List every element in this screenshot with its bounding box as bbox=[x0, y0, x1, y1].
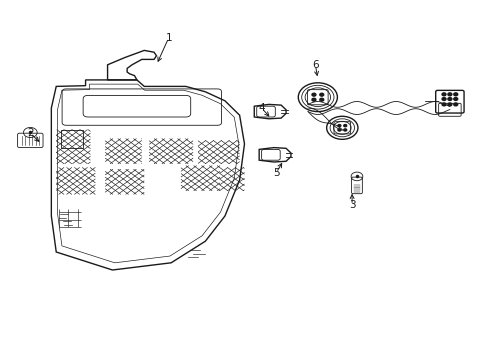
Circle shape bbox=[311, 93, 315, 96]
Text: 1: 1 bbox=[165, 33, 172, 43]
Circle shape bbox=[453, 103, 457, 106]
Text: 3: 3 bbox=[348, 200, 355, 210]
Circle shape bbox=[447, 98, 451, 100]
Circle shape bbox=[441, 103, 445, 106]
Circle shape bbox=[337, 125, 340, 127]
Circle shape bbox=[447, 93, 451, 96]
Circle shape bbox=[343, 125, 346, 127]
Circle shape bbox=[311, 98, 315, 101]
Circle shape bbox=[453, 98, 457, 100]
Circle shape bbox=[343, 129, 346, 131]
Text: 5: 5 bbox=[272, 168, 279, 178]
Circle shape bbox=[453, 93, 457, 96]
Text: 6: 6 bbox=[311, 60, 318, 70]
Circle shape bbox=[319, 93, 323, 96]
Circle shape bbox=[337, 129, 340, 131]
Circle shape bbox=[319, 98, 323, 101]
Circle shape bbox=[441, 93, 445, 96]
Circle shape bbox=[447, 103, 451, 106]
Text: 4: 4 bbox=[258, 103, 264, 113]
Text: 2: 2 bbox=[27, 128, 34, 138]
Circle shape bbox=[441, 98, 445, 100]
